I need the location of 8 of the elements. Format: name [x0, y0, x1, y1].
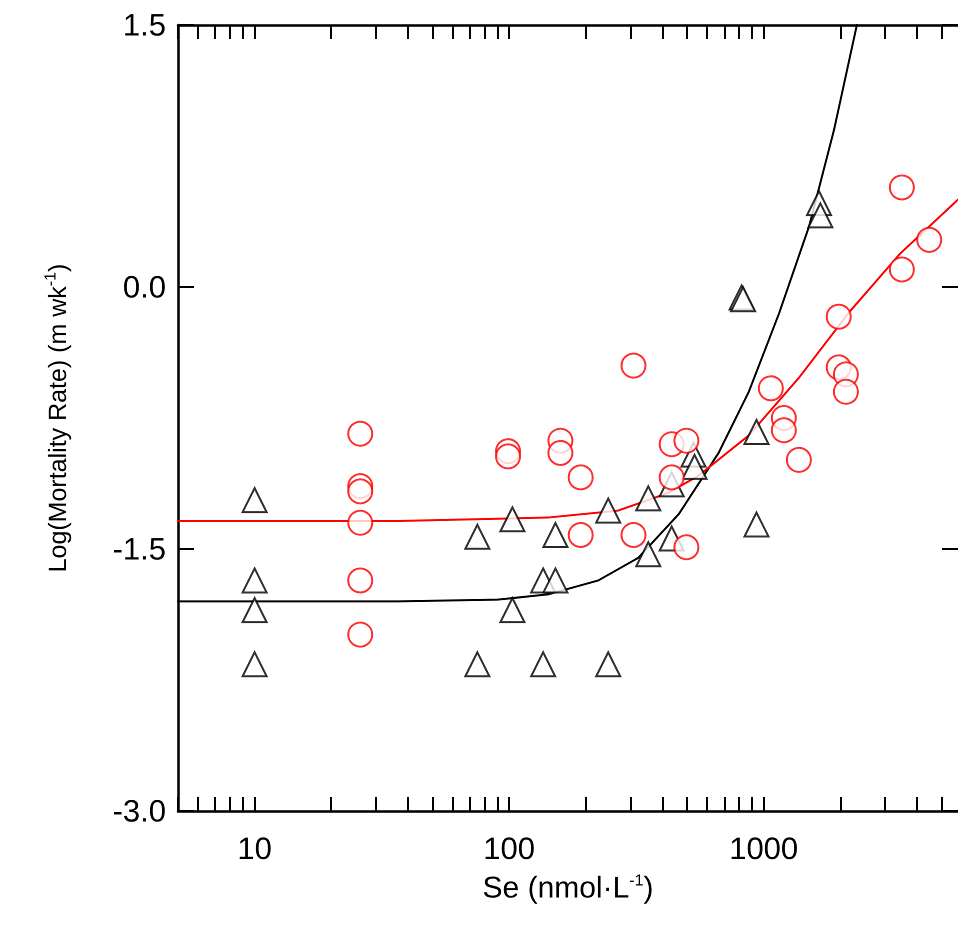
x-tick-label: 1000: [729, 831, 798, 866]
x-tick-label: 100: [483, 831, 536, 866]
y-tick-label: 1.5: [122, 8, 166, 42]
y-tick-label: 0.0: [122, 270, 166, 304]
y-tick-label: -1.5: [112, 532, 166, 566]
y-axis-title: Log(Mortality Rate) (m wk-1): [42, 264, 72, 572]
x-tick-label: 10: [237, 831, 272, 866]
y-tick-label: -3.0: [112, 794, 166, 828]
